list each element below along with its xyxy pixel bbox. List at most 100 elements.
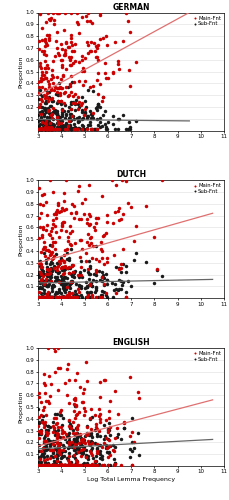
Point: [119, 268, 122, 276]
Point: [37, 426, 41, 434]
Point: [47, 32, 51, 40]
Point: [88, 83, 92, 91]
Point: [55, 454, 58, 462]
Point: [44, 100, 48, 108]
Point: [38, 10, 42, 18]
Point: [44, 108, 48, 116]
Point: [44, 126, 48, 134]
Point: [132, 237, 135, 245]
Point: [49, 277, 53, 285]
Point: [69, 38, 73, 46]
Point: [101, 260, 105, 268]
Point: [103, 74, 107, 82]
Point: [63, 434, 66, 442]
Point: [38, 86, 42, 94]
Point: [43, 460, 47, 468]
Point: [49, 380, 53, 388]
Point: [74, 456, 78, 464]
Point: [62, 280, 65, 288]
X-axis label: Log Total Lemma Frequency: Log Total Lemma Frequency: [87, 478, 174, 482]
Point: [54, 458, 57, 466]
Point: [85, 264, 89, 272]
Point: [39, 64, 43, 72]
Point: [87, 18, 91, 25]
Point: [80, 126, 84, 134]
Point: [75, 429, 79, 437]
Point: [60, 46, 63, 54]
Point: [51, 453, 55, 461]
Point: [43, 35, 46, 43]
Point: [56, 430, 60, 438]
Point: [102, 376, 106, 384]
Point: [37, 45, 41, 53]
Point: [68, 222, 72, 230]
Point: [77, 282, 81, 290]
Point: [50, 293, 54, 301]
Point: [51, 418, 55, 426]
Point: [39, 270, 43, 278]
Point: [105, 126, 109, 134]
Point: [57, 208, 60, 216]
Point: [40, 108, 43, 116]
Point: [86, 268, 89, 276]
Point: [108, 461, 111, 469]
Point: [110, 278, 113, 286]
Point: [72, 124, 75, 132]
Point: [43, 461, 47, 469]
Point: [46, 120, 49, 128]
Point: [66, 442, 70, 450]
Point: [95, 447, 99, 455]
Point: [77, 124, 81, 132]
Point: [91, 114, 95, 122]
Point: [68, 110, 71, 118]
Point: [63, 101, 66, 109]
Point: [57, 288, 60, 296]
Point: [48, 251, 52, 259]
Point: [80, 52, 84, 60]
Point: [112, 444, 116, 452]
Point: [144, 202, 147, 209]
Point: [80, 450, 83, 458]
Point: [38, 62, 42, 70]
Point: [91, 276, 94, 284]
Point: [62, 196, 65, 204]
Point: [63, 126, 66, 134]
Point: [43, 118, 46, 126]
Point: [85, 284, 88, 292]
Point: [74, 401, 77, 409]
Point: [98, 293, 101, 301]
Point: [75, 444, 78, 452]
Point: [104, 258, 108, 266]
Point: [64, 110, 68, 118]
Point: [59, 460, 63, 468]
Point: [91, 109, 95, 117]
Point: [66, 460, 70, 468]
Point: [45, 263, 48, 271]
Point: [47, 109, 51, 117]
Point: [99, 238, 103, 246]
Point: [51, 440, 55, 448]
Point: [48, 265, 52, 273]
Point: [58, 446, 62, 454]
Point: [37, 126, 41, 134]
Point: [63, 293, 67, 301]
Point: [94, 293, 97, 301]
Point: [99, 290, 103, 298]
Point: [44, 293, 48, 301]
Point: [62, 98, 65, 106]
Point: [71, 451, 75, 459]
Point: [62, 257, 65, 265]
Point: [45, 293, 49, 301]
Point: [51, 428, 55, 436]
Point: [38, 461, 41, 469]
Point: [53, 461, 57, 469]
Point: [57, 432, 61, 440]
Point: [42, 270, 45, 278]
Point: [47, 280, 51, 288]
Point: [59, 97, 63, 105]
Point: [106, 414, 110, 422]
Point: [53, 228, 57, 236]
Point: [73, 125, 76, 133]
Point: [55, 293, 59, 301]
Point: [45, 276, 49, 283]
